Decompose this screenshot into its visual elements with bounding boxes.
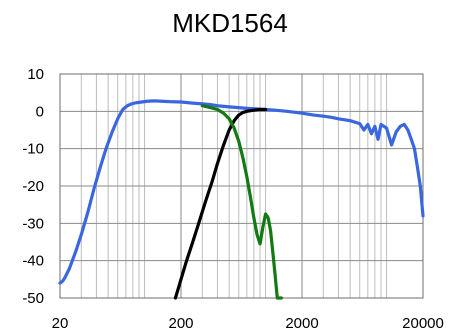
x-axis: 20 200 2000 20000: [52, 315, 444, 332]
chart-title: MKD1564: [172, 8, 288, 38]
series-line-3: [200, 104, 283, 300]
series-line-1: [58, 99, 425, 285]
y-tick-label: -50: [22, 290, 44, 307]
plot-frame: [59, 73, 424, 299]
x-tick-label: 200: [168, 315, 193, 332]
y-tick-label: -40: [22, 253, 44, 270]
y-tick-label: -20: [22, 178, 44, 195]
y-tick-label: 10: [27, 66, 44, 83]
y-axis: 10 0 -10 -20 -30 -40 -50: [22, 66, 44, 307]
x-tick-label: 20000: [402, 315, 444, 332]
y-tick-label: -10: [22, 141, 44, 158]
y-tick-label: 0: [36, 103, 44, 120]
series-line-2: [173, 107, 268, 300]
x-tick-label: 20: [52, 315, 69, 332]
series-layer: [58, 99, 425, 300]
x-tick-label: 2000: [285, 315, 318, 332]
y-tick-label: -30: [22, 215, 44, 232]
